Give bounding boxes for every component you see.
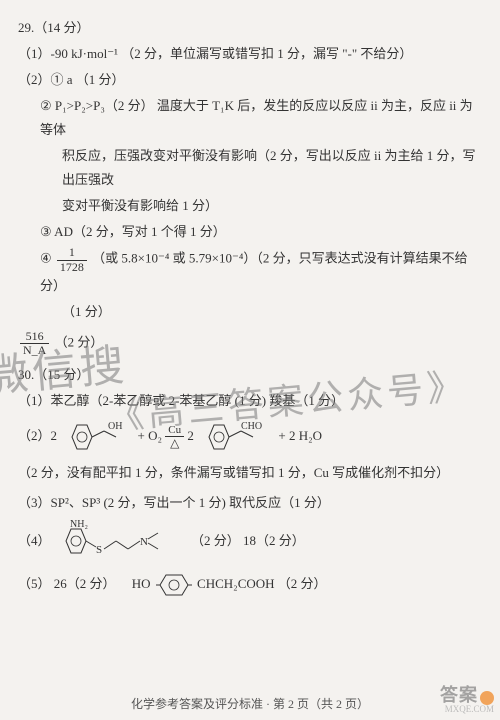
frac-den: N_A (20, 343, 49, 357)
q30-p2-prefix: （2）2 (18, 428, 57, 443)
svg-text:S: S (96, 544, 102, 556)
q29-p2-4-prefix: ④ (40, 251, 55, 266)
q29-p1: （1）-90 kJ·mol⁻¹ （2 分，单位漏写或错写扣 1 分，漏写 "-"… (18, 42, 482, 66)
q30-header: 30.（15 分） (18, 363, 482, 387)
q29-p2-2b: 积反应，压强改变对平衡没有影响（2 分，写出以反应 ii 为主给 1 分，写出压… (18, 144, 482, 192)
frac-num: 1 (57, 246, 87, 259)
frac-num: 516 (20, 330, 49, 343)
q30-p4: （4） NH₂ S N （2 分） 18（2 分） (18, 519, 482, 565)
q30-p2-mid: 2 (187, 428, 197, 443)
q30-p2-end: + 2 H₂O (278, 428, 322, 443)
fraction-1-1728: 1 1728 (57, 246, 87, 273)
q29-p2-2c: 变对平衡没有影响给 1 分） (18, 194, 482, 218)
svg-text:NH₂: NH₂ (70, 519, 88, 530)
benzene-ch2ch2oh-icon: OH (62, 417, 132, 457)
para-benzene-icon (156, 571, 192, 599)
q30-p4-prefix: （4） (18, 533, 51, 548)
amine-structure-icon: NH₂ S N (56, 519, 186, 565)
fraction-516-na: 516 N_A (20, 330, 49, 357)
reaction-condition: Cu △ (165, 425, 184, 449)
logo-text: 答案 (440, 685, 478, 705)
q29-p2-4-unit: （1 分） (18, 300, 482, 324)
corner-logo: 答案 MXQE.COM (440, 681, 494, 714)
q30-p5: （5） 26（2 分） HO CHCH₂COOH （2 分） (18, 571, 482, 599)
q29-p2-4-suffix: （或 5.8×10⁻⁴ 或 5.79×10⁻⁴）（2 分，只写表达式没有计算结果… (40, 251, 468, 293)
q30-p1: （1）苯乙醇（2-苯乙醇或 2-苯基乙醇 (1 分) 羧基（1 分） (18, 389, 482, 413)
logo-sub: MXQE.COM (440, 704, 494, 714)
page-footer: 化学参考答案及评分标准 · 第 2 页（共 2 页） (0, 695, 500, 712)
q30-p5-right: CHCH₂COOH (197, 576, 275, 591)
q30-p2-plus-o2: + O₂ (138, 428, 166, 443)
q29-p3: 516 N_A （2 分） (18, 330, 482, 357)
q29-p2-1: （2）① a （1 分） (18, 68, 482, 92)
q30-p2-note: （2 分，没有配平扣 1 分，条件漏写或错写扣 1 分，Cu 写成催化剂不扣分） (18, 461, 482, 485)
q30-p3: （3）SP²、SP³ (2 分，写出一个 1 分) 取代反应（1 分） (18, 491, 482, 515)
frac-den: 1728 (57, 260, 87, 274)
q30-p4-score: （2 分） 18（2 分） (191, 533, 305, 548)
q30-p2-equation: （2）2 OH + O₂ Cu △ 2 CHO (18, 417, 482, 457)
delta-label: △ (165, 437, 184, 449)
q30-p5-ho: HO (132, 576, 151, 591)
q29-p2-4: ④ 1 1728 （或 5.8×10⁻⁴ 或 5.79×10⁻⁴）（2 分，只写… (18, 246, 482, 297)
svg-text:CHO: CHO (241, 421, 262, 432)
q30-p5-score: （2 分） (278, 576, 327, 591)
svg-text:OH: OH (108, 421, 122, 432)
benzene-ch2cho-icon: CHO (199, 417, 273, 457)
q30-p5-prefix: （5） 26（2 分） (18, 576, 116, 591)
q29-p2-2a: ② P₁>P₂>P₃（2 分） 温度大于 T₁K 后，发生的反应以反应 ii 为… (18, 94, 482, 142)
q29-header: 29.（14 分） (18, 16, 482, 40)
q29-p2-3: ③ AD（2 分，写对 1 个得 1 分） (18, 220, 482, 244)
svg-text:N: N (140, 536, 148, 548)
logo-dot-icon (480, 691, 494, 705)
q29-p3-suffix: （2 分） (55, 335, 104, 350)
